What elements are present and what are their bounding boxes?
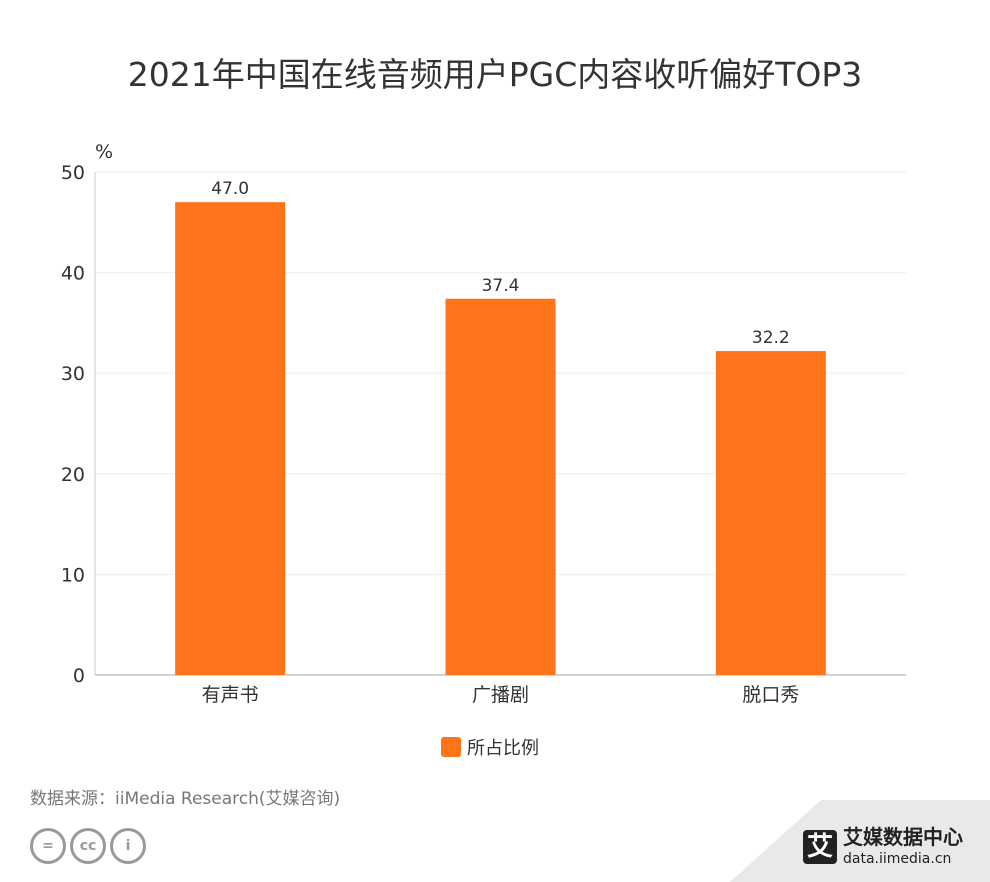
cc-icon: cc	[70, 828, 106, 864]
chart-title: 2021年中国在线音频用户PGC内容收听偏好TOP3	[127, 55, 863, 94]
watermark-name: 艾媒数据中心	[843, 825, 963, 849]
x-tick-label: 广播剧	[472, 684, 529, 706]
x-tick-label: 有声书	[202, 684, 259, 706]
source-note: 数据来源：iiMedia Research(艾媒咨询)	[30, 789, 341, 809]
data-label: 47.0	[211, 179, 249, 199]
y-tick-label: 50	[61, 162, 85, 184]
y-tick-label: 20	[61, 464, 85, 486]
legend-swatch	[441, 737, 461, 757]
y-tick-label: 40	[61, 263, 85, 285]
cc-by-icon: i	[110, 828, 146, 864]
legend-label: 所占比例	[467, 738, 539, 759]
data-label: 37.4	[482, 276, 520, 296]
data-label: 32.2	[752, 328, 790, 348]
bar	[175, 202, 286, 675]
iimedia-logo: 艾	[803, 830, 837, 864]
legend[interactable]: 所占比例	[441, 734, 539, 760]
y-tick-label: 10	[61, 564, 85, 586]
bar	[445, 298, 556, 675]
cc-nd-icon: =	[30, 828, 66, 864]
watermark-url: data.iimedia.cn	[843, 851, 952, 867]
y-tick-label: 30	[61, 363, 85, 385]
x-tick-label: 脱口秀	[742, 684, 799, 706]
y-axis-unit: %	[95, 141, 113, 163]
y-tick-label: 0	[73, 665, 85, 687]
bar	[715, 351, 826, 675]
